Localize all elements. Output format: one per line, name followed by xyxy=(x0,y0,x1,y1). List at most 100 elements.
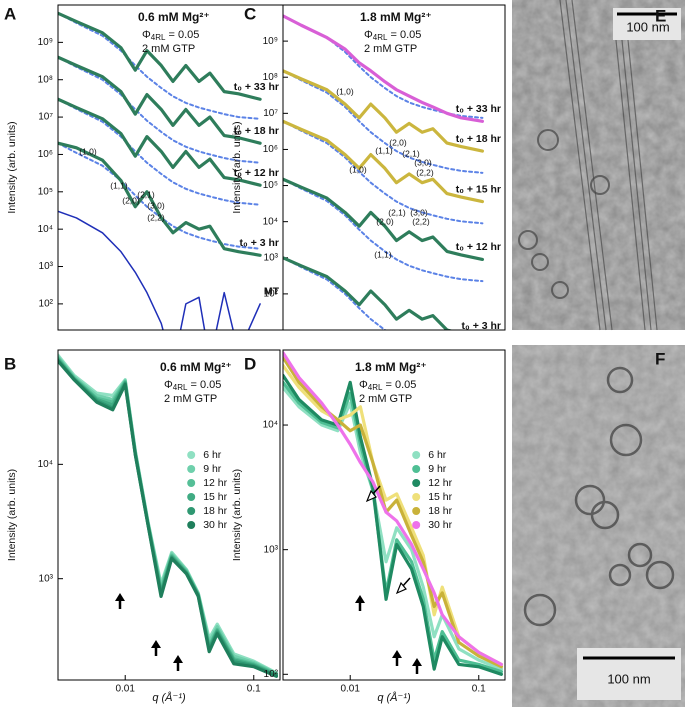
data-line xyxy=(283,69,485,153)
phi-symbol: Φ xyxy=(364,29,373,41)
fit-line xyxy=(283,69,484,174)
x-tick-label: 0.01 xyxy=(340,684,360,695)
chart-title: 1.8 mM Mg²⁺ xyxy=(355,360,427,374)
annotation: (2,1) xyxy=(402,148,420,158)
legend-marker xyxy=(187,493,196,501)
series-label: t₀ + 3 hr xyxy=(462,320,501,332)
plot-area xyxy=(58,353,278,678)
legend-marker xyxy=(187,521,196,529)
panel-label: C xyxy=(244,4,256,23)
y-axis-label: Intensity (arb. units) xyxy=(231,121,243,213)
arrow-head xyxy=(151,640,161,648)
plot-area xyxy=(283,351,503,676)
phi-symbol: Φ xyxy=(142,29,151,41)
plot-frame xyxy=(282,349,506,681)
phi-label: Φ4RL = 0.05 xyxy=(359,379,416,392)
x-tick-label: 0.1 xyxy=(247,684,261,695)
y-tick-label: 10⁷ xyxy=(263,108,278,119)
image-texture xyxy=(512,0,685,330)
chart-title: 1.8 mM Mg²⁺ xyxy=(360,10,432,24)
phi-symbol: Φ xyxy=(359,379,368,391)
phi-value: = 0.05 xyxy=(165,29,199,41)
annotation: (2,0) xyxy=(122,195,140,205)
legend-label: 12 hr xyxy=(203,477,227,489)
fit-line xyxy=(283,256,387,330)
series-label: t₀ + 12 hr xyxy=(456,241,501,253)
y-tick-label: 10² xyxy=(39,299,54,310)
panel-label: B xyxy=(4,354,16,373)
data-line xyxy=(283,177,485,262)
chart-title: 0.6 mM Mg²⁺ xyxy=(160,360,232,374)
legend-marker xyxy=(187,479,196,487)
annotation: (3,0) xyxy=(414,157,432,167)
data-line xyxy=(283,363,503,667)
annotation: (2,2) xyxy=(416,167,434,177)
plot-area xyxy=(58,11,262,330)
y-tick-label: 10⁴ xyxy=(263,216,278,227)
plot-frame xyxy=(282,4,506,331)
annotation: (2,2) xyxy=(412,216,430,226)
vesicles xyxy=(523,366,675,627)
legend-label: 18 hr xyxy=(428,505,452,517)
fit-line xyxy=(58,56,262,164)
series-label: t₀ + 33 hr xyxy=(234,81,279,93)
legend-label: 18 hr xyxy=(203,505,227,517)
phi-value: = 0.05 xyxy=(382,379,416,391)
plot-area xyxy=(283,14,485,330)
data-line xyxy=(58,11,262,101)
y-tick-label: 10⁴ xyxy=(263,420,278,431)
vesicles xyxy=(518,129,610,299)
phi-subscript: 4RL xyxy=(173,383,188,392)
y-tick-label: 10³ xyxy=(264,544,279,555)
y-tick-label: 10² xyxy=(264,289,279,300)
phi-label: Φ4RL = 0.05 xyxy=(142,29,199,42)
micrograph-f xyxy=(512,345,685,707)
panel: A Intensity (arb. units) 10² 10³ 10⁴ 10⁵ 10⁶ 10… xyxy=(4,4,284,331)
plot-frame xyxy=(57,349,281,681)
scale-bar-label: 100 nm xyxy=(626,19,669,34)
annotation: (1,1) xyxy=(110,180,128,190)
legend-label: 6 hr xyxy=(428,449,447,461)
phi-symbol: Φ xyxy=(164,379,173,391)
annotation: (3,0) xyxy=(147,200,165,210)
panel-label: D xyxy=(244,354,256,373)
y-tick-label: 10⁶ xyxy=(38,149,53,160)
legend-marker xyxy=(412,493,421,501)
phi-subscript: 4RL xyxy=(373,33,388,42)
x-tick-label: 0.01 xyxy=(115,684,135,695)
data-line xyxy=(283,373,503,676)
annotation: (2,1) xyxy=(388,207,406,217)
annotation: (1,1) xyxy=(375,145,393,155)
data-line xyxy=(58,359,278,678)
x-axis-label: q (Å⁻¹) xyxy=(152,691,186,704)
x-tick-label: 0.1 xyxy=(472,684,486,695)
y-axis-label: Intensity (arb. units) xyxy=(6,469,18,561)
arrow-head xyxy=(173,655,183,663)
annotation: (2,2) xyxy=(147,212,165,222)
x-axis-label: q (Å⁻¹) xyxy=(377,691,411,704)
annotation: (1,1) xyxy=(374,249,392,259)
legend-marker xyxy=(187,465,196,473)
annotation: (2,0) xyxy=(389,137,407,147)
series-label: MT xyxy=(264,286,280,298)
gtp-label: 2 mM GTP xyxy=(142,43,195,55)
y-tick-label: 10⁶ xyxy=(263,144,278,155)
legend-marker xyxy=(412,521,421,529)
data-line xyxy=(283,380,503,674)
data-line xyxy=(283,256,454,330)
annotation: (1,0) xyxy=(349,164,367,174)
phi-label: Φ4RL = 0.05 xyxy=(364,29,421,42)
gtp-label: 2 mM GTP xyxy=(164,393,217,405)
legend-marker xyxy=(412,451,421,459)
annotation: (2,1) xyxy=(137,189,155,199)
panel: B Intensity (arb. units) q (Å⁻¹) 10³ 10⁴ 0.01… xyxy=(4,349,281,704)
data-line xyxy=(58,358,278,678)
y-tick-label: 10⁵ xyxy=(263,180,278,191)
annotation: (3,0) xyxy=(410,207,428,217)
legend-marker xyxy=(412,507,421,515)
y-tick-label: 10² xyxy=(264,669,279,680)
legend-label: 9 hr xyxy=(203,463,222,475)
series-label: t₀ + 3 hr xyxy=(240,237,279,249)
series-label: t₀ + 18 hr xyxy=(234,125,279,137)
